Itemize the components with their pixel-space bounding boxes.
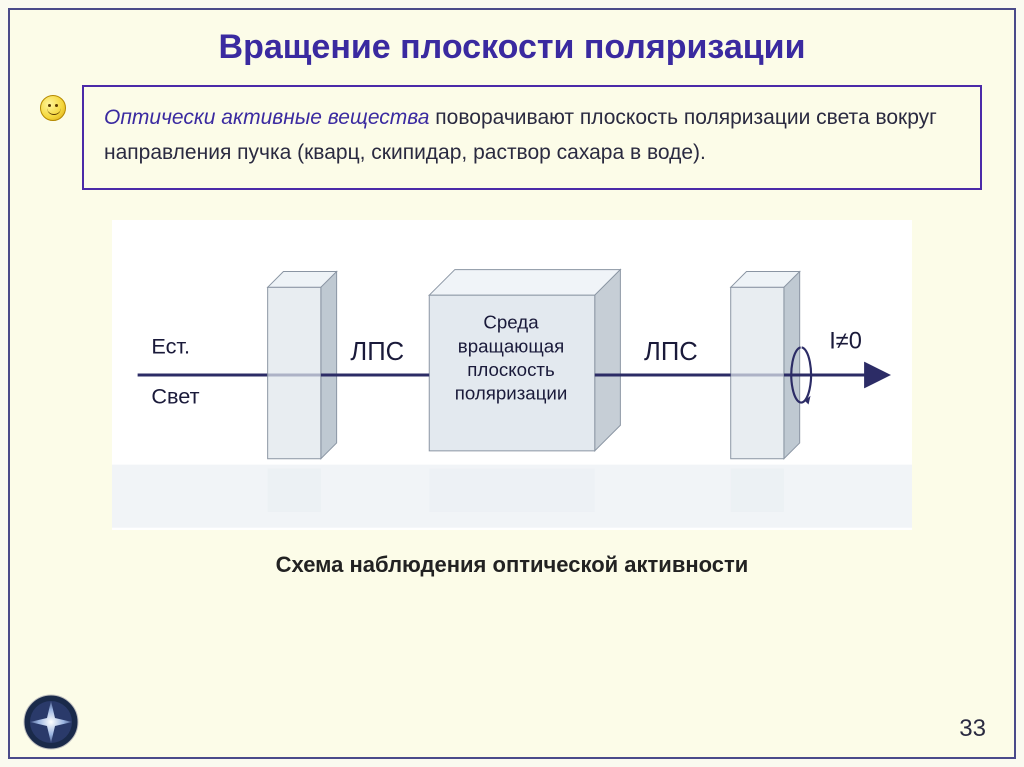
figure-caption: Схема наблюдения оптической активности xyxy=(38,552,986,578)
slide-frame: Вращение плоскости поляризации Оптически… xyxy=(8,8,1016,759)
slide-title: Вращение плоскости поляризации xyxy=(38,28,986,67)
svg-text:поляризации: поляризации xyxy=(455,383,568,404)
definition-box: Оптически активные вещества поворачивают… xyxy=(82,85,982,190)
svg-text:Среда: Среда xyxy=(483,312,539,333)
definition-emph: Оптически активные вещества xyxy=(104,106,429,129)
figure-polarization-scheme: Ест. Свет ЛПС ЛПС I≠0 Среда вращающаяплоскость… xyxy=(112,220,912,530)
smile-icon xyxy=(40,95,66,121)
svg-text:Свет: Свет xyxy=(151,384,199,409)
svg-text:I≠0: I≠0 xyxy=(829,329,862,355)
svg-text:Ест.: Ест. xyxy=(151,334,190,359)
svg-text:плоскость: плоскость xyxy=(467,359,554,380)
institution-logo-icon xyxy=(22,693,80,751)
svg-text:ЛПС: ЛПС xyxy=(644,339,698,367)
figure-svg: Ест. Свет ЛПС ЛПС I≠0 Среда вращающаяплоскость… xyxy=(112,220,912,530)
svg-text:ЛПС: ЛПС xyxy=(350,339,404,367)
page-number: 33 xyxy=(959,715,986,743)
svg-text:вращающая: вращающая xyxy=(458,336,564,357)
